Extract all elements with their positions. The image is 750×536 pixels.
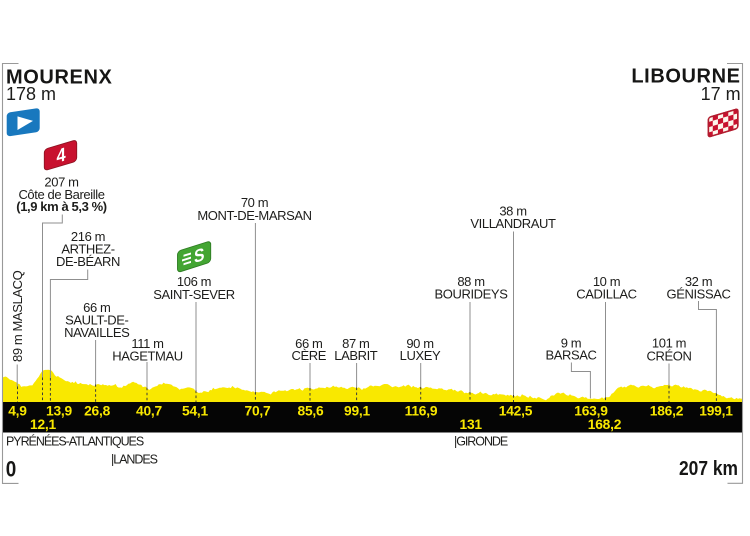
svg-text:S: S [194, 243, 205, 267]
svg-text:12,1: 12,1 [30, 417, 57, 432]
svg-text:4: 4 [57, 144, 66, 168]
svg-text:4,9: 4,9 [8, 403, 27, 418]
svg-text:90 m: 90 m [406, 336, 433, 351]
svg-text:66 m: 66 m [83, 300, 110, 315]
svg-text:PYRÉNÉES-ATLANTIQUES: PYRÉNÉES-ATLANTIQUES [6, 433, 144, 448]
svg-text:ARTHEZ-: ARTHEZ- [61, 242, 114, 257]
svg-text:186,2: 186,2 [650, 403, 684, 418]
svg-text:89 m MASLACQ: 89 m MASLACQ [10, 270, 25, 362]
svg-text:207 m: 207 m [44, 175, 78, 190]
svg-text:32 m: 32 m [685, 274, 712, 289]
svg-text:26,8: 26,8 [84, 403, 111, 418]
svg-text:Côte de Bareille: Côte de Bareille [18, 187, 104, 202]
svg-text:13,9: 13,9 [46, 403, 73, 418]
svg-text:88 m: 88 m [457, 274, 484, 289]
svg-text:111 m: 111 m [131, 336, 163, 351]
svg-text:66 m: 66 m [295, 336, 322, 351]
svg-text:LABRIT: LABRIT [334, 348, 378, 363]
svg-text:LUXEY: LUXEY [400, 348, 441, 363]
svg-text:(1,9 km à 5,3 %): (1,9 km à 5,3 %) [16, 199, 106, 214]
svg-text:NAVAILLES: NAVAILLES [64, 325, 130, 340]
svg-text:99,1: 99,1 [344, 403, 371, 418]
svg-text:0: 0 [6, 456, 16, 481]
svg-text:MOURENX: MOURENX [6, 66, 112, 88]
svg-text:DE-BÉARN: DE-BÉARN [56, 254, 120, 269]
svg-text:10 m: 10 m [593, 274, 620, 289]
svg-text:LIBOURNE: LIBOURNE [631, 65, 740, 87]
svg-text:178 m: 178 m [6, 84, 56, 104]
svg-text:GÉNISSAC: GÉNISSAC [667, 286, 731, 301]
svg-text:70,7: 70,7 [244, 403, 271, 418]
svg-text:168,2: 168,2 [588, 417, 622, 432]
svg-text:17 m: 17 m [701, 84, 741, 104]
svg-text:106 m: 106 m [177, 274, 211, 289]
svg-text:116,9: 116,9 [405, 403, 438, 418]
svg-text:216 m: 216 m [71, 229, 105, 244]
svg-text:|GIRONDE: |GIRONDE [454, 434, 508, 448]
svg-text:199,1: 199,1 [699, 403, 733, 418]
svg-text:54,1: 54,1 [182, 403, 209, 418]
svg-text:85,6: 85,6 [297, 403, 324, 418]
svg-text:131: 131 [459, 417, 482, 432]
svg-text:BARSAC: BARSAC [545, 348, 596, 363]
svg-text:BOURIDEYS: BOURIDEYS [435, 286, 509, 301]
svg-text:9 m: 9 m [561, 336, 581, 351]
svg-text:CÈRE: CÈRE [292, 348, 327, 363]
svg-text:87 m: 87 m [342, 336, 369, 351]
svg-text:38 m: 38 m [499, 204, 526, 219]
svg-text:40,7: 40,7 [136, 403, 163, 418]
svg-text:163,9: 163,9 [574, 403, 608, 418]
svg-text:CRÉON: CRÉON [647, 348, 692, 363]
svg-text:CADILLAC: CADILLAC [576, 286, 636, 301]
svg-text:VILLANDRAUT: VILLANDRAUT [470, 216, 556, 231]
svg-text:|LANDES: |LANDES [111, 452, 158, 466]
svg-text:70 m: 70 m [241, 195, 268, 210]
svg-text:MONT-DE-MARSAN: MONT-DE-MARSAN [197, 208, 311, 223]
svg-text:SAULT-DE-: SAULT-DE- [65, 313, 128, 328]
svg-text:SAINT-SEVER: SAINT-SEVER [153, 287, 235, 302]
svg-text:207 km: 207 km [679, 457, 738, 480]
svg-text:142,5: 142,5 [499, 403, 533, 418]
svg-text:101 m: 101 m [652, 336, 686, 351]
svg-text:HAGETMAU: HAGETMAU [112, 349, 182, 364]
